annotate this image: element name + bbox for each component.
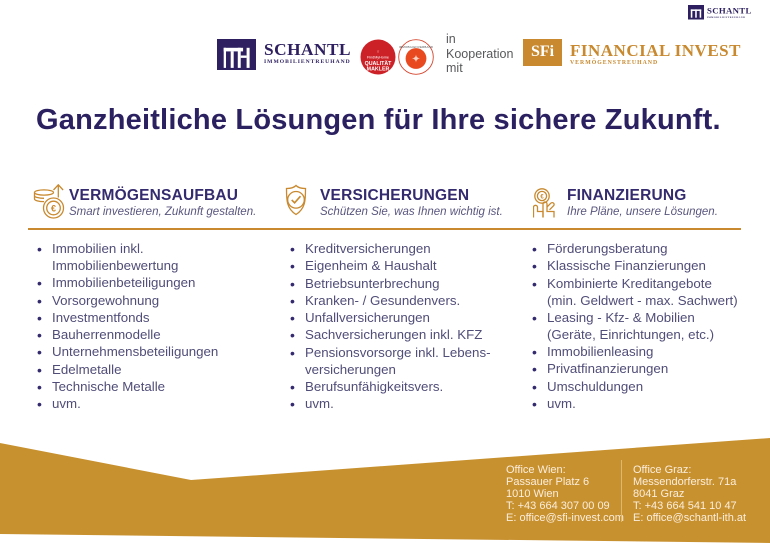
svg-text:€: € [51,204,56,214]
svg-text:IMMOBILIENVERBAND: IMMOBILIENVERBAND [399,45,433,49]
svg-text:IMMOBILIENTREUHAND: IMMOBILIENTREUHAND [707,16,745,19]
svg-text:FindMyHome: FindMyHome [367,56,389,60]
svg-text:MAKLER: MAKLER [367,67,390,73]
svg-text:✦: ✦ [411,54,420,66]
svg-text:♕: ♕ [376,50,379,54]
svg-text:SCHANTL: SCHANTL [707,5,752,15]
